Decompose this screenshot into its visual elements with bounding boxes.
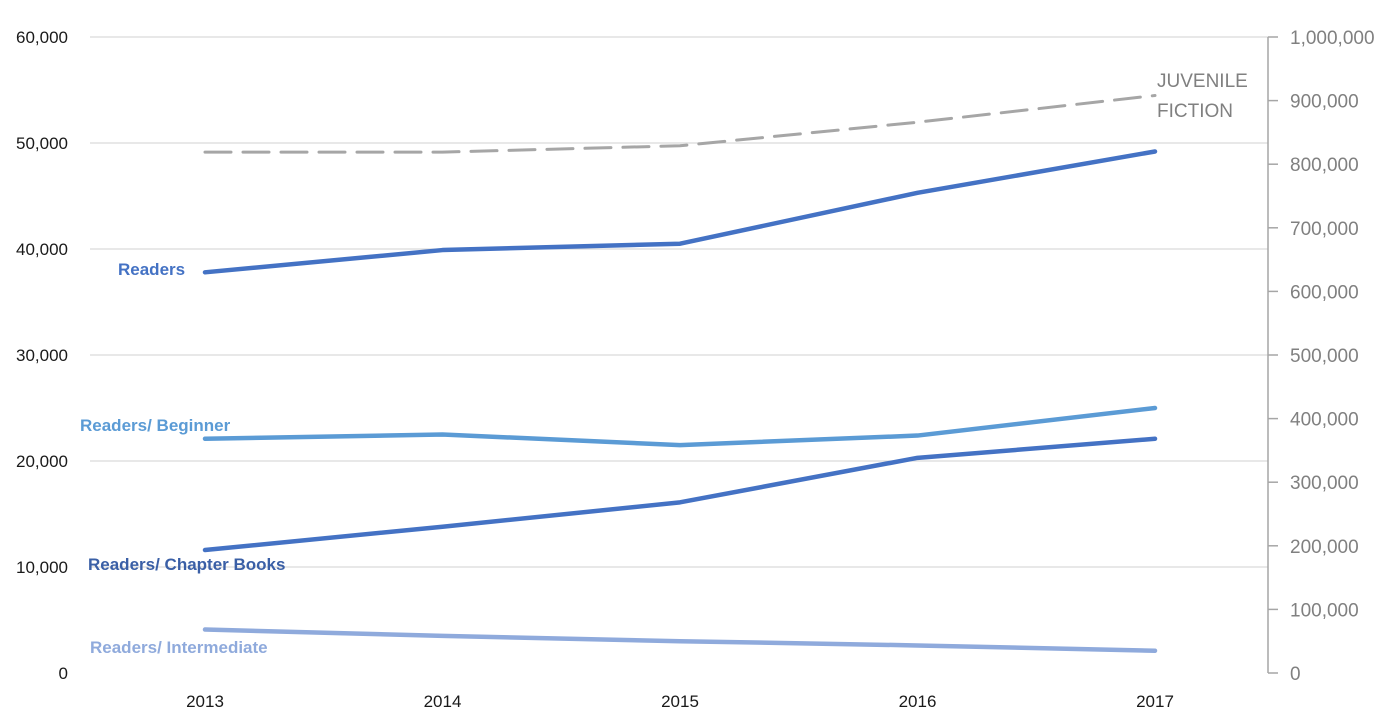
x-tick-label: 2016: [899, 692, 937, 711]
series-label: FICTION: [1157, 101, 1233, 122]
x-tick-label: 2014: [424, 692, 462, 711]
y-right-tick-label: 600,000: [1290, 282, 1359, 303]
y-right-tick-label: 500,000: [1290, 346, 1359, 367]
y-right-tick-label: 200,000: [1290, 537, 1359, 558]
x-tick-label: 2013: [186, 692, 224, 711]
series-label: Readers/ Intermediate: [90, 638, 268, 657]
series-label: Readers/ Beginner: [80, 416, 231, 435]
y-left-tick-label: 40,000: [16, 240, 68, 259]
y-right-tick-label: 1,000,000: [1290, 28, 1375, 49]
y-left-tick-label: 20,000: [16, 452, 68, 471]
series-lines: [202, 94, 1158, 653]
y-left-tick-label: 50,000: [16, 134, 68, 153]
y-right-tick-label: 100,000: [1290, 600, 1359, 621]
series-labels: Readers Readers/ Beginner Readers/ Chapter…: [80, 71, 1248, 657]
gridlines: [90, 36, 1268, 568]
y-right-tick-label: 900,000: [1290, 92, 1359, 113]
y-left-tick-label: 60,000: [16, 28, 68, 47]
series-line-readers: [202, 149, 1158, 275]
x-tick-label: 2017: [1136, 692, 1174, 711]
series-line-readers-intermediate: [202, 627, 1158, 653]
series-label: Readers: [118, 260, 185, 279]
series-line-readers-beginner: [202, 405, 1158, 448]
x-tick-label: 2015: [661, 692, 699, 711]
y-right-tick-label: 300,000: [1290, 473, 1359, 494]
y-left-tick-label: 0: [59, 664, 68, 683]
y-right-tick-label: 0: [1290, 664, 1301, 685]
y-left-tick-label: 30,000: [16, 346, 68, 365]
series-line-juvenile-fiction: [203, 94, 1157, 154]
y-right-tick-label: 400,000: [1290, 410, 1359, 431]
series-line-readers-chapter-books: [202, 436, 1158, 553]
series-label: Readers/ Chapter Books: [88, 555, 285, 574]
series-label: JUVENILE: [1157, 71, 1248, 92]
axes: 0 10,000 20,000 30,000 40,000 50,000 60,000 0 10…: [16, 28, 1375, 711]
y-left-tick-label: 10,000: [16, 558, 68, 577]
y-right-tick-label: 800,000: [1290, 155, 1359, 176]
y-right-tick-label: 700,000: [1290, 219, 1359, 240]
